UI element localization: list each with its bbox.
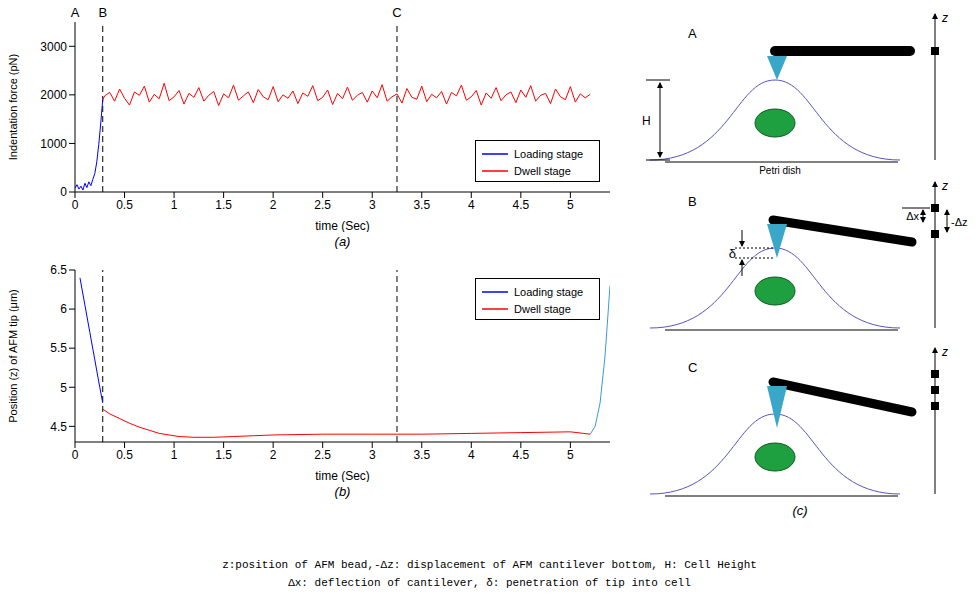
svg-text:B: B bbox=[98, 5, 107, 20]
svg-text:z: z bbox=[941, 179, 948, 193]
svg-text:(c): (c) bbox=[792, 503, 807, 518]
html-text:Loading stage: Loading stage bbox=[514, 147, 584, 160]
svg-text:2: 2 bbox=[270, 448, 277, 462]
html-text:z:position of AFM bead,-Δz: di: z:position of AFM bead,-Δz: displacement… bbox=[222, 559, 757, 571]
svg-text:δ: δ bbox=[729, 246, 736, 261]
html-text:(b): (b) bbox=[334, 484, 351, 499]
svg-text:-Δz: -Δz bbox=[951, 216, 968, 228]
svg-text:time (Sec): time (Sec) bbox=[315, 219, 370, 232]
svg-text:4: 4 bbox=[468, 448, 475, 462]
svg-text:Position (z) of AFM tip (μm): Position (z) of AFM tip (μm) bbox=[7, 289, 19, 422]
svg-text:B: B bbox=[688, 194, 697, 209]
html-text:Dwell stage: Dwell stage bbox=[514, 302, 571, 315]
svg-text:2.5: 2.5 bbox=[314, 448, 331, 462]
svg-text:0: 0 bbox=[60, 185, 67, 199]
html-text:(a): (a) bbox=[334, 234, 351, 249]
svg-text:6: 6 bbox=[60, 302, 67, 316]
svg-text:0.5: 0.5 bbox=[116, 448, 133, 462]
svg-text:4: 4 bbox=[468, 198, 475, 212]
svg-text:1: 1 bbox=[171, 198, 178, 212]
svg-text:6.5: 6.5 bbox=[50, 263, 67, 277]
svg-text:C: C bbox=[688, 360, 697, 375]
svg-text:z: z bbox=[941, 345, 948, 359]
svg-text:Indentation force (pN): Indentation force (pN) bbox=[7, 54, 19, 160]
svg-text:2000: 2000 bbox=[40, 88, 67, 102]
svg-text:A: A bbox=[688, 26, 697, 41]
svg-text:5: 5 bbox=[567, 198, 574, 212]
svg-text:4.5: 4.5 bbox=[512, 448, 529, 462]
svg-text:z: z bbox=[941, 11, 948, 25]
svg-text:4.5: 4.5 bbox=[50, 420, 67, 434]
svg-text:4.5: 4.5 bbox=[512, 198, 529, 212]
svg-text:5: 5 bbox=[567, 448, 574, 462]
svg-text:0: 0 bbox=[72, 198, 79, 212]
html-text:Δx: deflection of cantilever,: Δx: deflection of cantilever, δ: penetra… bbox=[288, 577, 691, 589]
svg-text:3: 3 bbox=[369, 198, 376, 212]
svg-text:0: 0 bbox=[72, 448, 79, 462]
svg-text:1000: 1000 bbox=[40, 137, 67, 151]
svg-text:2.5: 2.5 bbox=[314, 198, 331, 212]
svg-text:3: 3 bbox=[369, 448, 376, 462]
svg-text:3.5: 3.5 bbox=[413, 198, 430, 212]
svg-text:1.5: 1.5 bbox=[215, 448, 232, 462]
svg-text:3.5: 3.5 bbox=[413, 448, 430, 462]
svg-text:1: 1 bbox=[171, 448, 178, 462]
svg-text:2: 2 bbox=[270, 198, 277, 212]
svg-text:3000: 3000 bbox=[40, 40, 67, 54]
svg-text:A: A bbox=[71, 5, 80, 20]
html-text:Dwell stage: Dwell stage bbox=[514, 164, 571, 177]
svg-text:Δx: Δx bbox=[906, 210, 919, 222]
html-text:Loading stage: Loading stage bbox=[514, 285, 584, 298]
svg-text:time (Sec): time (Sec) bbox=[315, 469, 370, 482]
svg-text:5: 5 bbox=[60, 381, 67, 395]
svg-text:5.5: 5.5 bbox=[50, 341, 67, 355]
svg-text:Petri dish: Petri dish bbox=[759, 165, 801, 176]
svg-text:1.5: 1.5 bbox=[215, 198, 232, 212]
svg-text:0.5: 0.5 bbox=[116, 198, 133, 212]
svg-text:C: C bbox=[392, 5, 401, 20]
svg-text:H: H bbox=[642, 114, 651, 128]
